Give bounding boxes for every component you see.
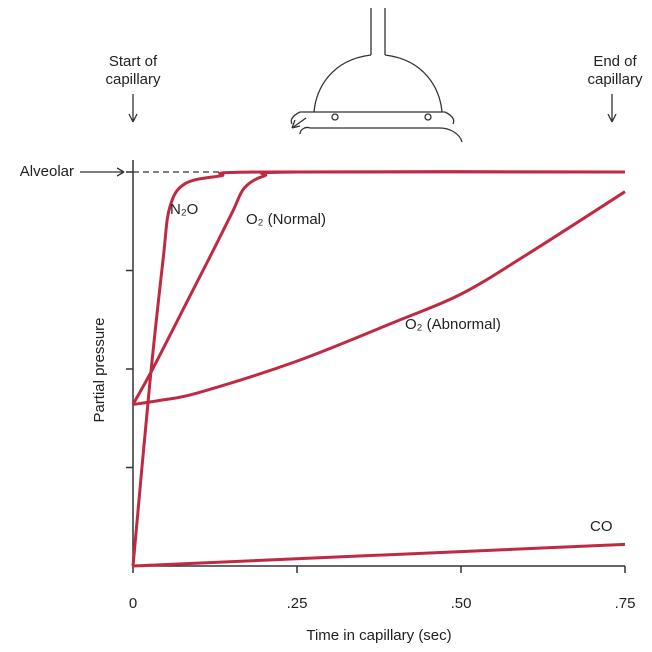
end-label: End of capillary (587, 53, 643, 88)
alveolar-label: Alveolar (20, 163, 74, 180)
start-arrow (128, 94, 138, 123)
alveolar-arrow (80, 167, 125, 177)
series-label: N₂O (170, 201, 198, 218)
series-line (131, 170, 626, 567)
series-label: O₂ (Normal) (246, 211, 326, 228)
x-tick-label: .75 (615, 595, 636, 612)
capillary-illustration (290, 8, 463, 143)
x-tick-label: .50 (451, 595, 472, 612)
series-label: CO (590, 518, 613, 535)
series-line (132, 190, 626, 406)
start-label: Start of capillary (105, 53, 161, 88)
x-tick-label: 0 (129, 595, 137, 612)
series-line (131, 170, 626, 406)
x-axis-label: Time in capillary (sec) (306, 627, 451, 644)
series-label: O₂ (Abnormal) (405, 316, 501, 333)
end-arrow (607, 94, 617, 123)
series-line (132, 542, 626, 568)
y-axis-label: Partial pressure (91, 317, 108, 422)
x-tick-label: .25 (287, 595, 308, 612)
